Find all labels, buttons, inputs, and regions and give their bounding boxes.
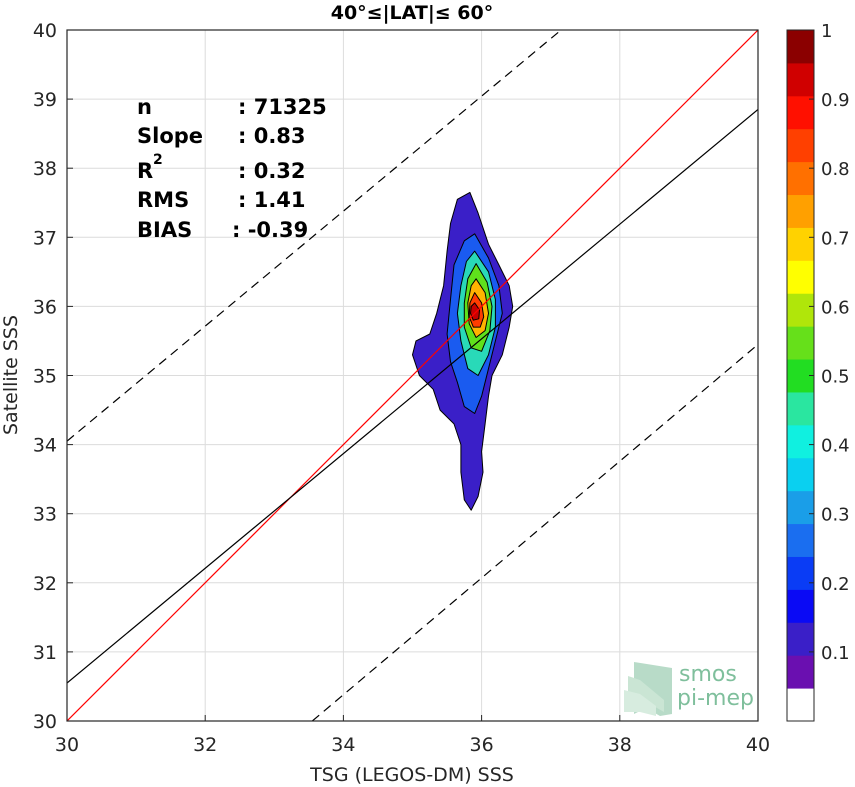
chart-title: 40°≤|LAT|≤ 60° <box>331 2 494 24</box>
x-tick-label: 32 <box>193 734 217 756</box>
y-axis-label: Satellite SSS <box>0 315 22 435</box>
colorbar-segment <box>787 523 814 557</box>
grid <box>66 29 759 722</box>
lower-bound-line <box>311 343 758 721</box>
colorbar-segment <box>787 589 814 623</box>
colorbar-segment <box>787 194 814 228</box>
x-tick-label: 38 <box>608 734 632 756</box>
colorbar-segment <box>787 260 814 294</box>
x-tick-label: 36 <box>470 734 494 756</box>
y-ticks: 30 31 32 33 34 35 36 37 38 39 40 <box>33 20 73 733</box>
y-tick-label: 37 <box>33 227 57 249</box>
colorbar-segment <box>787 161 814 196</box>
colorbar-tick-label: 0.2 <box>821 574 850 595</box>
y-tick-label: 36 <box>33 296 57 318</box>
colorbar-tick-label: 0.3 <box>821 505 850 526</box>
logo-line1: smos <box>679 662 737 687</box>
colorbar-segment <box>787 227 814 261</box>
colorbar-segment <box>787 62 814 97</box>
stat-slope-label: Slope <box>137 124 203 148</box>
colorbar-segment <box>787 391 814 426</box>
stat-n-value: : 71325 <box>238 95 327 119</box>
colorbar <box>787 30 814 722</box>
colorbar-tick-label: 0.4 <box>821 436 850 457</box>
colorbar-segment <box>787 293 814 327</box>
y-tick-label: 32 <box>33 573 57 595</box>
stats-box: n : 71325 Slope : 0.83 R 2 : 0.32 RMS : … <box>137 95 327 242</box>
logo-mark-icon <box>624 662 672 716</box>
y-tick-label: 31 <box>33 642 57 664</box>
identity-line <box>67 30 758 721</box>
y-tick-label: 33 <box>33 504 57 526</box>
colorbar-segment <box>787 688 814 722</box>
stat-r2-label: R <box>137 159 153 183</box>
colorbar-tick-label: 0.5 <box>821 367 850 388</box>
stat-rms-value: : 1.41 <box>238 188 306 212</box>
colorbar-segment <box>787 622 814 656</box>
colorbar-ticks: 0.1 0.2 0.3 0.4 0.5 0.6 0.7 0.8 0.9 1 <box>809 21 850 664</box>
colorbar-segment <box>787 655 814 689</box>
x-ticks: 30 32 34 36 38 40 <box>55 715 770 756</box>
colorbar-segment <box>787 128 814 163</box>
colorbar-segment <box>787 457 814 492</box>
colorbar-segment <box>787 326 814 360</box>
reference-lines <box>67 30 758 721</box>
colorbar-segment <box>787 556 814 590</box>
x-tick-label: 30 <box>55 734 79 756</box>
density-contours <box>412 191 514 511</box>
colorbar-segment <box>787 490 814 525</box>
stat-slope-value: : 0.83 <box>238 124 306 148</box>
colorbar-segment <box>787 30 814 64</box>
y-tick-label: 34 <box>33 435 57 457</box>
regression-line <box>67 109 758 684</box>
stat-r2-value: : 0.32 <box>238 159 306 183</box>
x-tick-label: 34 <box>331 734 355 756</box>
colorbar-tick-label: 0.6 <box>821 297 850 318</box>
stat-n-label: n <box>137 95 152 119</box>
colorbar-segment <box>787 424 814 459</box>
colorbar-tick-label: 0.8 <box>821 159 850 180</box>
colorbar-tick-label: 1 <box>821 21 832 42</box>
logo-line2: pi-mep <box>677 686 754 711</box>
colorbar-tick-label: 0.7 <box>821 228 850 249</box>
colorbar-tick-label: 0.1 <box>821 643 850 664</box>
y-tick-label: 30 <box>33 711 57 733</box>
y-tick-label: 40 <box>33 20 57 42</box>
stat-bias-value: : -0.39 <box>232 218 308 242</box>
x-axis-label: TSG (LEGOS-DM) SSS <box>309 764 514 786</box>
y-tick-label: 38 <box>33 158 57 180</box>
smos-pimep-logo: smos pi-mep <box>624 662 754 716</box>
stat-rms-label: RMS <box>137 188 189 212</box>
colorbar-tick-label: 0.9 <box>821 90 850 111</box>
stat-bias-label: BIAS <box>137 218 192 242</box>
y-tick-label: 39 <box>33 89 57 111</box>
colorbar-segment <box>787 95 814 130</box>
x-tick-label: 40 <box>746 734 770 756</box>
y-tick-label: 35 <box>33 366 57 388</box>
stat-r2-sup: 2 <box>153 152 163 168</box>
upper-bound-line <box>67 30 562 442</box>
